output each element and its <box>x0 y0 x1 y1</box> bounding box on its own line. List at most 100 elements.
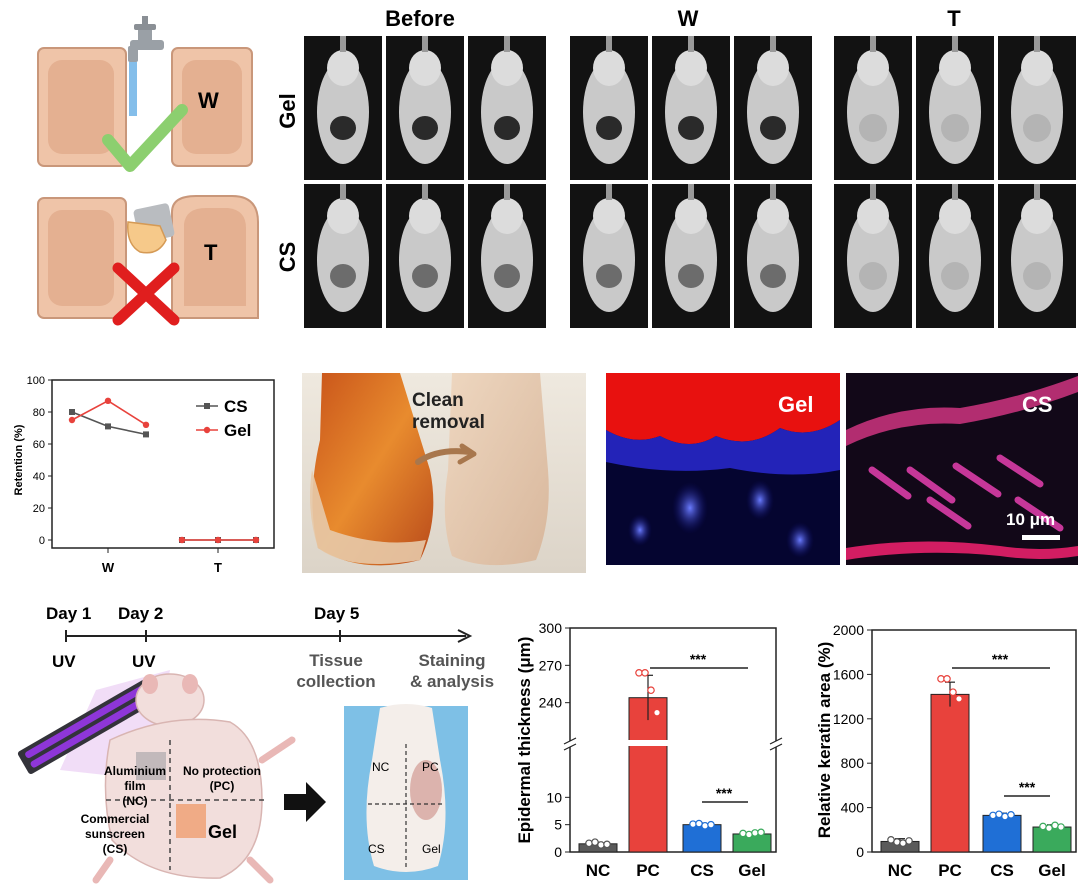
sample-spot <box>596 116 622 140</box>
mouse-tail <box>870 184 876 200</box>
thickness-ytick-label: 240 <box>539 695 563 711</box>
sample-spot <box>412 264 438 288</box>
sample-spot <box>330 264 356 288</box>
mouse-head <box>675 50 707 86</box>
scale-bar <box>1022 535 1060 540</box>
thickness-xtick-label: PC <box>636 861 660 880</box>
fluor-label-cs: CS <box>1022 392 1053 417</box>
mouse-body <box>583 60 635 164</box>
mouse-body <box>399 208 451 312</box>
mouse-head <box>593 198 625 234</box>
fluorescence-cs <box>846 373 1078 565</box>
keratin-sample-point <box>893 838 901 846</box>
schematic-label-t: T <box>204 240 218 265</box>
col-header-w: W <box>677 6 699 31</box>
mouse-body <box>481 208 533 312</box>
thickness-sample-point <box>641 668 649 677</box>
region-cs-code: (CS) <box>102 842 128 856</box>
retention-point-cs <box>143 431 149 438</box>
retention-axes-frame <box>51 379 275 549</box>
forearm-photo <box>302 373 586 573</box>
sample-spot <box>859 114 887 142</box>
thickness-sample-point <box>653 708 661 717</box>
row-label-cs: CS <box>275 241 300 273</box>
mouse-body <box>847 208 899 312</box>
significance-label: *** <box>716 785 733 801</box>
mouse-image-grid <box>304 36 1076 328</box>
keratin-xtick-label: CS <box>990 861 1014 880</box>
legend-label-gel: Gel <box>224 421 251 440</box>
schematic-water <box>37 16 253 172</box>
retention-ytick-label: 60 <box>33 439 45 451</box>
photo-region-gel: Gel <box>422 842 441 856</box>
axis-break-mark <box>563 743 577 751</box>
scale-bar-label: 10 μm <box>1006 510 1056 529</box>
legend-marker <box>204 403 210 409</box>
faucet-icon <box>128 16 164 116</box>
retention-xtick-label: W <box>102 560 115 575</box>
retention-point-gel <box>68 416 76 424</box>
mouse-tail <box>1034 36 1040 52</box>
axis-break-mark <box>563 737 577 745</box>
retention-ytick-label: 80 <box>33 407 45 419</box>
fluorescence-gel <box>606 373 840 565</box>
retention-ytick-label: 20 <box>33 503 45 515</box>
mouse-tail <box>952 36 958 52</box>
thickness-ytick-label: 300 <box>539 620 563 636</box>
keratin-sample-point <box>949 688 957 696</box>
keratin-ytick-label: 2000 <box>833 622 864 638</box>
axis-break-gap <box>564 741 576 747</box>
thickness-xtick-label: Gel <box>738 861 765 880</box>
mouse-body-schematic <box>92 673 296 884</box>
retention-point-gel <box>142 421 150 428</box>
mouse-body <box>665 60 717 164</box>
retention-point-gel <box>178 536 186 544</box>
keratin-sample-point <box>1045 824 1053 832</box>
retention-line-gel <box>71 399 147 426</box>
keratin-sample-point <box>989 811 997 820</box>
staining-text: Staining <box>418 651 486 670</box>
mouse-tail <box>1034 184 1040 200</box>
mouse-body <box>481 60 533 164</box>
mouse-tail <box>952 184 958 200</box>
legend-label-cs: CS <box>224 397 248 416</box>
uv2-label: UV <box>132 652 156 671</box>
keratin-ytick-label: 1600 <box>833 666 864 682</box>
photo-region-pc: PC <box>422 760 439 774</box>
retention-point-cs <box>69 409 75 415</box>
mouse-head <box>327 198 359 234</box>
sample-spot <box>760 264 786 288</box>
row-label-gel: Gel <box>275 93 300 129</box>
mouse-body <box>317 208 369 312</box>
retention-point-gel <box>214 536 222 544</box>
sample-spot <box>494 264 520 288</box>
keratin-sample-point <box>1039 822 1047 831</box>
mouse-head <box>857 198 889 234</box>
mouse-tail <box>688 36 694 52</box>
keratin-sample-point <box>905 837 913 845</box>
mouse-body <box>399 60 451 164</box>
retention-xtick-label: T <box>214 560 222 575</box>
keratin-bar-cs <box>982 814 1022 853</box>
thickness-ytick-label: 270 <box>539 657 563 673</box>
sample-spot <box>760 116 786 140</box>
keratin-bar-pc <box>930 693 970 853</box>
thickness-sample-point <box>591 838 599 846</box>
retention-ytick-label: 40 <box>33 471 45 483</box>
significance-label: *** <box>1019 779 1036 795</box>
day2-label: Day 2 <box>118 604 164 623</box>
tissue-text: Tissue <box>309 651 363 670</box>
col-header-t: T <box>947 6 961 31</box>
uv1-label: UV <box>52 652 76 671</box>
mouse-tail <box>340 36 346 52</box>
thickness-sample-point <box>585 839 593 848</box>
mouse-tail <box>422 36 428 52</box>
region-pc-text: No protection <box>183 764 261 778</box>
epidermal-thickness-chart: 0 5 10 240 270 300 Epidermal thickness (μm) NC P… <box>515 620 783 880</box>
mouse-body <box>747 60 799 164</box>
region-cs-text1: Commercial <box>80 812 150 826</box>
mouse-tail <box>340 184 346 200</box>
collection-text: collection <box>296 672 376 691</box>
region-gel-label: Gel <box>208 822 238 842</box>
sample-spot <box>1023 114 1051 142</box>
